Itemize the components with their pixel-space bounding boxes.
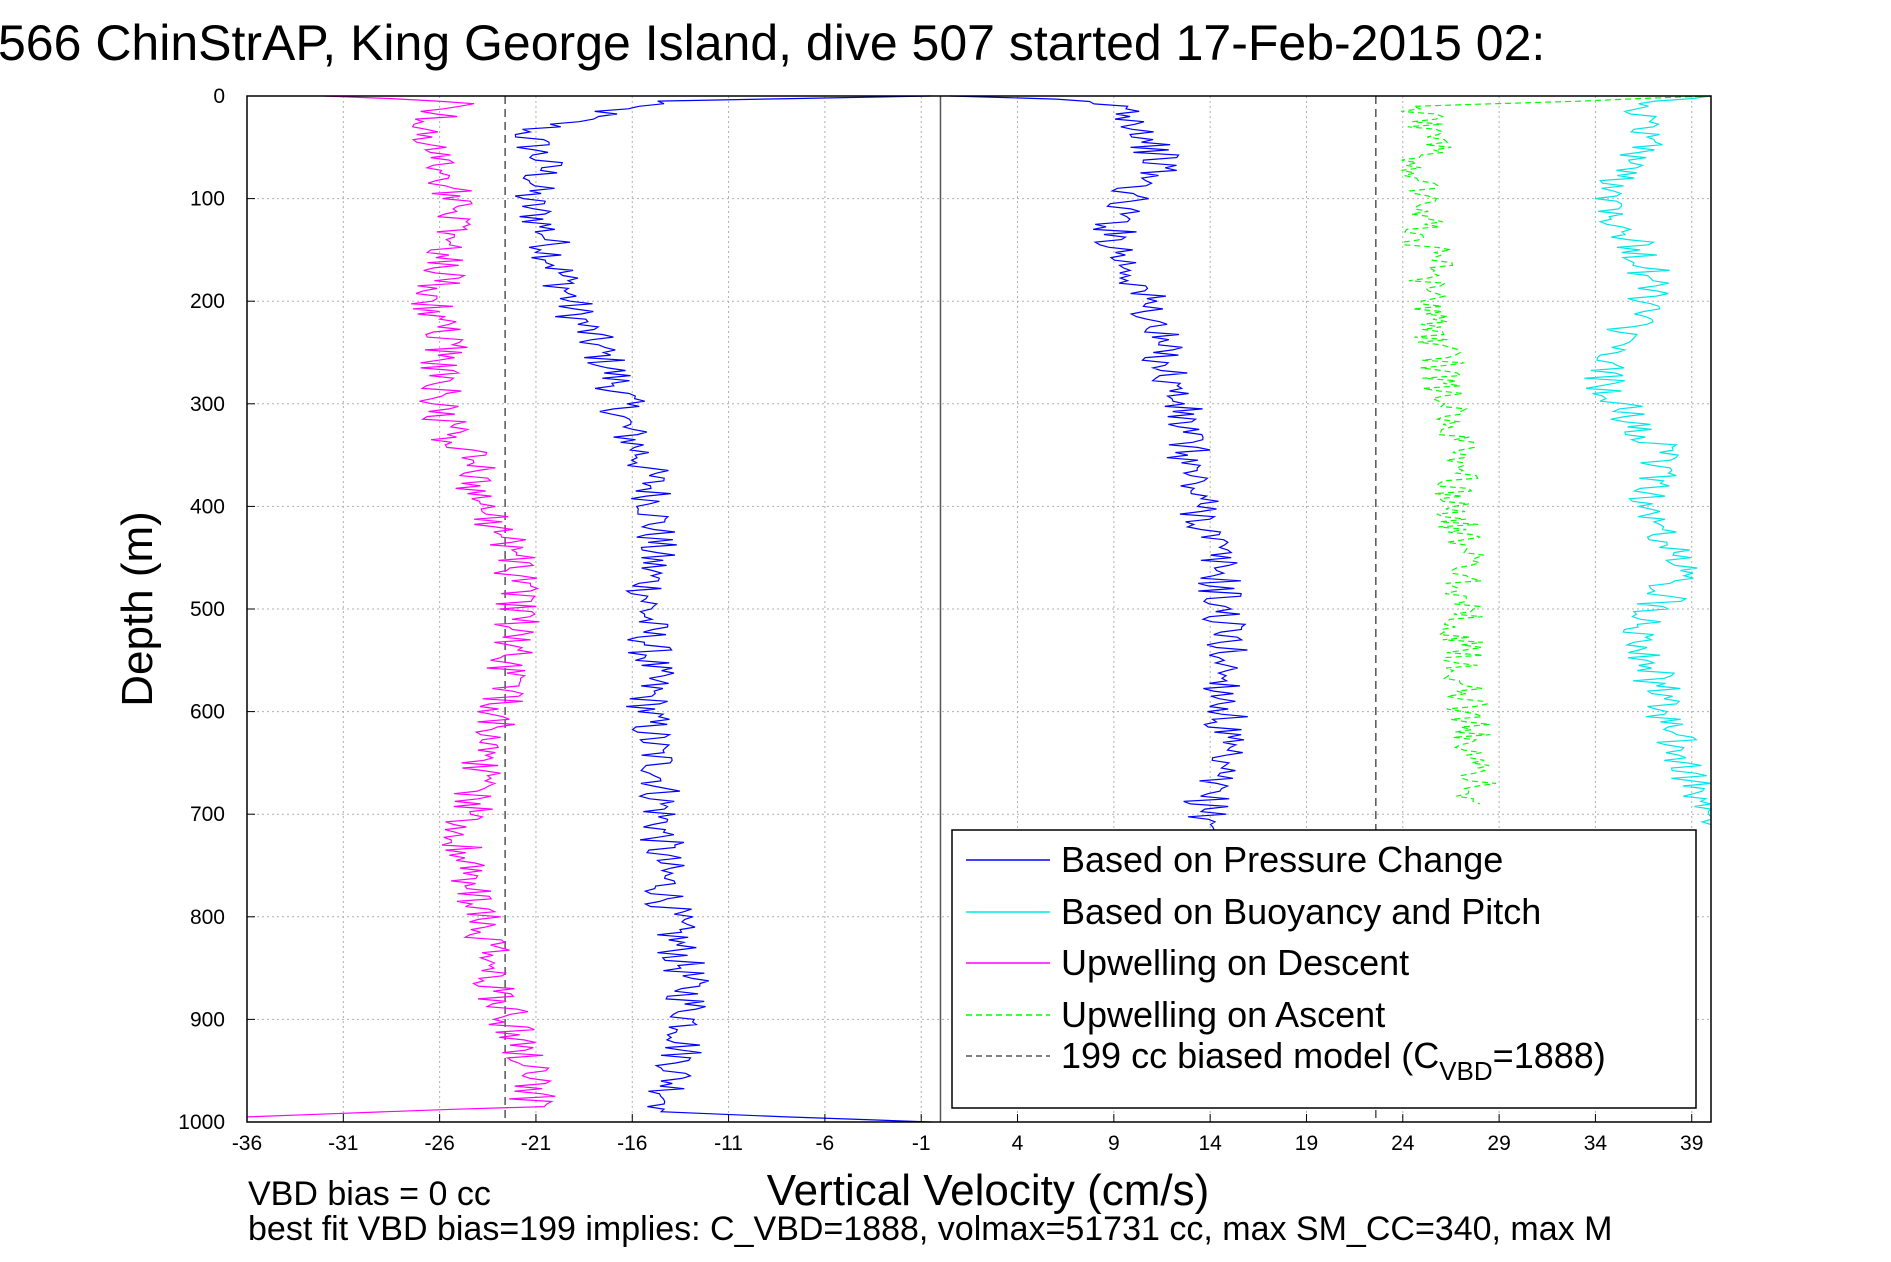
y-tick-label: 700 xyxy=(190,803,225,826)
series-line xyxy=(246,95,556,1118)
y-tick-label: 300 xyxy=(190,393,225,416)
x-tick-label: -21 xyxy=(521,1132,551,1155)
x-tick-label: -31 xyxy=(328,1132,358,1155)
x-tick-label: -16 xyxy=(617,1132,647,1155)
x-tick-label: 9 xyxy=(1108,1132,1120,1155)
y-axis-label: Depth (m) xyxy=(113,511,162,707)
legend-box xyxy=(951,829,1697,1109)
x-tick-labels: -36 -31 -26 -21 -16 -11 -6 -1 4 9 14 19 24 29 34 39 xyxy=(232,1114,1703,1155)
x-tick-label: 29 xyxy=(1487,1132,1510,1155)
y-tick-label: 800 xyxy=(190,906,225,929)
x-tick-label: -36 xyxy=(232,1132,262,1155)
series-line xyxy=(514,95,931,1123)
series-line xyxy=(1584,95,1713,830)
x-tick-label: 14 xyxy=(1198,1132,1222,1155)
y-tick-label: 100 xyxy=(190,188,225,211)
annotation-best-fit: best fit VBD bias=199 implies: C_VBD=188… xyxy=(248,1210,1612,1248)
y-tick-label: 0 xyxy=(213,85,225,108)
annotation-bias: VBD bias = 0 cc xyxy=(248,1175,491,1213)
x-tick-label: -26 xyxy=(424,1132,454,1155)
x-tick-label: 39 xyxy=(1680,1132,1703,1155)
x-tick-label: 4 xyxy=(1012,1132,1024,1155)
x-tick-label: -11 xyxy=(714,1132,743,1155)
legend-entry: Based on Buoyancy and Pitch xyxy=(1061,891,1541,932)
legend-entry: Upwelling on Descent xyxy=(1061,942,1409,983)
y-tick-label: 1000 xyxy=(178,1111,225,1134)
x-tick-label: -1 xyxy=(912,1132,931,1155)
y-tick-label: 400 xyxy=(190,495,225,518)
y-tick-labels: 0 100 200 300 400 500 600 700 800 900 1000 xyxy=(178,85,255,1134)
y-tick-label: 200 xyxy=(190,290,225,313)
x-axis-label: Vertical Velocity (cm/s) xyxy=(767,1166,1210,1215)
series-line xyxy=(950,95,1248,830)
legend-entry: Upwelling on Ascent xyxy=(1061,994,1385,1035)
x-tick-label: -6 xyxy=(816,1132,835,1155)
y-tick-label: 900 xyxy=(190,1008,225,1031)
series-line xyxy=(1401,95,1712,805)
legend: Based on Pressure Change Based on Buoyanc… xyxy=(951,829,1697,1109)
y-tick-label: 600 xyxy=(190,701,225,724)
x-tick-label: 24 xyxy=(1391,1132,1415,1155)
x-tick-label: 34 xyxy=(1584,1132,1608,1155)
legend-entry: Based on Pressure Change xyxy=(1061,839,1503,880)
series-group xyxy=(246,95,1713,1123)
chart-title: 566 ChinStrAP, King George Island, dive … xyxy=(0,15,1545,71)
x-tick-label: 19 xyxy=(1295,1132,1318,1155)
y-tick-label: 500 xyxy=(190,598,225,621)
